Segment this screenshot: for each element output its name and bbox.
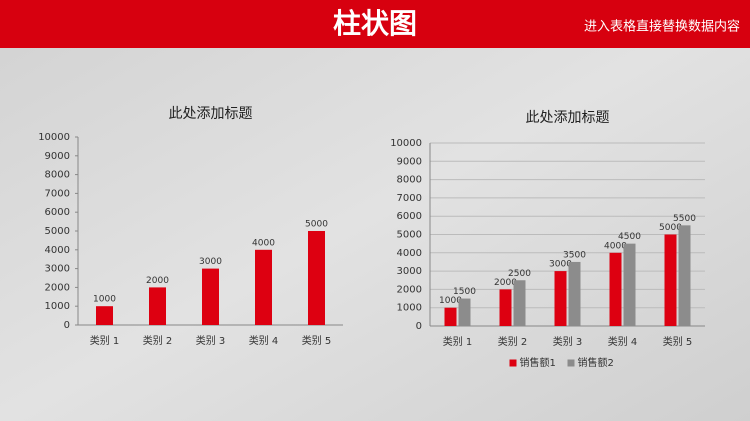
x-tick-label: 类别 5 — [302, 334, 332, 347]
x-tick-label: 类别 5 — [663, 335, 693, 348]
y-tick-label: 1000 — [45, 301, 70, 312]
y-tick-label: 9000 — [45, 151, 70, 162]
value-label: 5500 — [673, 214, 696, 224]
y-tick-label: 8000 — [397, 175, 422, 186]
legend-label: 销售额2 — [578, 356, 614, 369]
y-tick-label: 6000 — [45, 207, 70, 218]
x-tick-label: 类别 3 — [553, 335, 583, 348]
value-label: 2000 — [494, 278, 517, 288]
bar — [664, 234, 677, 326]
legend-label: 销售额1 — [520, 356, 556, 369]
y-tick-label: 8000 — [45, 170, 70, 181]
y-tick-label: 2000 — [397, 284, 422, 295]
value-label: 1000 — [93, 295, 116, 305]
bar — [678, 225, 691, 326]
bar — [308, 231, 325, 325]
bar — [513, 280, 526, 326]
chart-title: 此处添加标题 — [169, 106, 253, 122]
y-tick-label: 10000 — [390, 138, 422, 149]
header-subtitle: 进入表格直接替换数据内容 — [584, 19, 740, 35]
y-tick-label: 3000 — [397, 266, 422, 277]
chart-title: 此处添加标题 — [526, 110, 610, 126]
header-bar — [0, 0, 750, 48]
y-tick-label: 4000 — [397, 248, 422, 259]
x-tick-label: 类别 1 — [90, 334, 120, 347]
value-label: 1000 — [439, 296, 462, 306]
bar — [568, 261, 581, 326]
y-tick-label: 4000 — [45, 245, 70, 256]
value-label: 5000 — [659, 223, 682, 233]
value-label: 2000 — [146, 276, 169, 286]
y-tick-label: 6000 — [397, 211, 422, 222]
header-title: 柱状图 — [333, 7, 417, 40]
bar — [96, 306, 113, 325]
x-tick-label: 类别 4 — [608, 335, 638, 348]
value-label: 5000 — [305, 220, 328, 230]
value-label: 3000 — [199, 257, 222, 267]
value-label: 4000 — [252, 238, 275, 248]
y-tick-label: 5000 — [45, 226, 70, 237]
bar — [623, 243, 636, 326]
bar — [609, 252, 622, 326]
bar — [202, 268, 219, 325]
bar — [255, 249, 272, 325]
x-tick-label: 类别 1 — [443, 335, 473, 348]
value-label: 4000 — [604, 241, 627, 251]
y-tick-label: 7000 — [45, 188, 70, 199]
x-tick-label: 类别 2 — [143, 334, 173, 347]
legend-swatch — [509, 359, 517, 367]
bar — [149, 287, 166, 325]
value-label: 3000 — [549, 260, 572, 270]
bar — [554, 271, 567, 326]
y-tick-label: 2000 — [45, 282, 70, 293]
y-tick-label: 3000 — [45, 264, 70, 275]
y-tick-label: 9000 — [397, 156, 422, 167]
bar — [499, 289, 512, 326]
x-tick-label: 类别 3 — [196, 334, 226, 347]
y-tick-label: 0 — [64, 320, 70, 331]
value-label: 3500 — [563, 250, 586, 260]
y-tick-label: 5000 — [397, 230, 422, 241]
y-tick-label: 1000 — [397, 303, 422, 314]
bar — [458, 298, 471, 326]
value-label: 1500 — [453, 287, 476, 297]
y-tick-label: 10000 — [38, 132, 70, 143]
value-label: 2500 — [508, 269, 531, 279]
y-tick-label: 0 — [416, 321, 422, 332]
x-tick-label: 类别 4 — [249, 334, 279, 347]
value-label: 4500 — [618, 232, 641, 242]
y-tick-label: 7000 — [397, 193, 422, 204]
x-tick-label: 类别 2 — [498, 335, 528, 348]
bar — [444, 307, 457, 326]
legend-swatch — [567, 359, 575, 367]
